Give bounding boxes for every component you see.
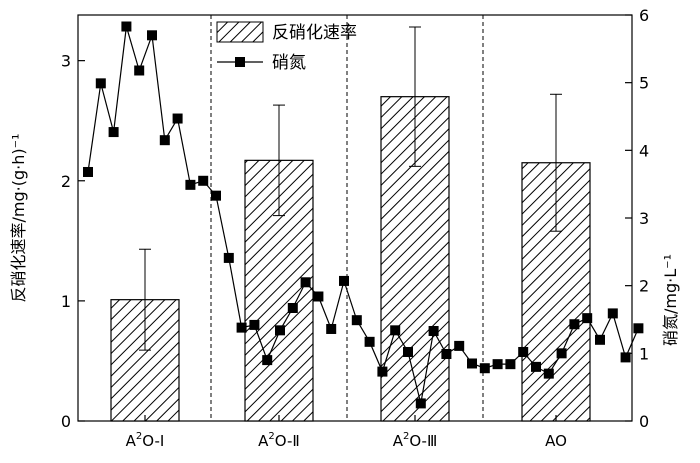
- nitrate-point: [531, 361, 541, 372]
- nitrate-point: [415, 398, 426, 409]
- nitrate-point: [556, 348, 567, 359]
- nitrate-point: [582, 313, 593, 324]
- nitrate-point: [275, 325, 285, 336]
- nitrate-point: [467, 358, 477, 369]
- right-axis: 0 1 2 3 4 5 6: [625, 6, 649, 431]
- legend-line-marker: [235, 57, 245, 67]
- nitrate-point: [505, 359, 516, 370]
- nitrate-point: [147, 30, 157, 41]
- nitrate-point: [159, 135, 170, 146]
- y-tick-label: 0: [61, 412, 71, 431]
- nitrate-point: [326, 323, 337, 334]
- nitrate-point: [236, 322, 247, 333]
- nitrate-point: [479, 363, 490, 374]
- y-tick-label: 3: [61, 52, 71, 71]
- nitrate-point: [454, 340, 465, 351]
- x-tick-label: A2O-Ⅰ: [126, 431, 165, 450]
- nitrate-point: [492, 359, 503, 370]
- nitrate-point: [351, 315, 362, 326]
- nitrate-point: [95, 78, 106, 89]
- legend-line-label: 硝氮: [272, 53, 306, 73]
- nitrate-point: [223, 252, 234, 263]
- nitrate-point: [134, 65, 145, 76]
- nitrate-point: [249, 319, 260, 330]
- x-axis: A2O-Ⅰ A2O-Ⅱ A2O-Ⅲ AO: [126, 415, 567, 450]
- legend-bar-swatch: [216, 21, 264, 43]
- y-right-tick-label: 5: [639, 74, 649, 93]
- nitrate-point: [595, 334, 605, 345]
- nitrate-point: [262, 355, 273, 366]
- y-right-tick-label: 1: [639, 344, 649, 363]
- nitrate-point: [172, 113, 183, 124]
- nitrate-point: [633, 323, 644, 334]
- nitrate-point: [185, 179, 196, 190]
- nitrate-point: [211, 190, 221, 201]
- y-right-tick-label: 2: [639, 277, 649, 296]
- nitrate-point: [607, 308, 618, 319]
- y-right-tick-label: 3: [639, 209, 649, 228]
- error-bars: [139, 26, 562, 351]
- nitrate-point: [364, 336, 375, 347]
- y-axis-title: 反硝化速率/mg·(g·h)⁻¹: [9, 134, 28, 303]
- nitrate-point: [108, 127, 119, 138]
- y-tick-label: 1: [61, 292, 71, 311]
- nitrate-point: [390, 325, 401, 336]
- nitrate-point: [313, 291, 324, 302]
- nitrate-point: [620, 352, 631, 363]
- nitrate-point: [569, 319, 580, 330]
- nitrate-point: [518, 346, 529, 357]
- y-right-tick-label: 4: [639, 141, 649, 160]
- nitrate-point: [377, 366, 388, 377]
- y-right-tick-label: 6: [639, 6, 649, 25]
- y-right-tick-label: 0: [639, 412, 649, 431]
- nitrate-point: [287, 302, 298, 313]
- nitrate-point: [428, 326, 439, 337]
- nitrate-point: [403, 346, 413, 357]
- x-tick-label: AO: [545, 432, 567, 450]
- x-tick-label: A2O-Ⅲ: [393, 431, 438, 450]
- legend: 反硝化速率 硝氮: [216, 21, 357, 73]
- x-tick-label: A2O-Ⅱ: [258, 431, 300, 450]
- nitrate-point: [198, 175, 209, 186]
- y-axis-right-title: 硝氮/mg·L⁻¹: [661, 254, 680, 346]
- nitrate-point: [300, 277, 311, 288]
- legend-bar-label: 反硝化速率: [272, 23, 357, 43]
- nitrate-point: [83, 166, 93, 177]
- nitrate-point: [441, 349, 452, 360]
- nitrate-point: [543, 368, 554, 379]
- nitrate-point: [339, 275, 349, 286]
- group-dividers: [210, 15, 484, 421]
- nitrate-series: [83, 21, 644, 409]
- left-axis: 0 1 2 3: [61, 52, 85, 431]
- nitrate-point: [121, 21, 132, 32]
- y-tick-label: 2: [61, 172, 71, 191]
